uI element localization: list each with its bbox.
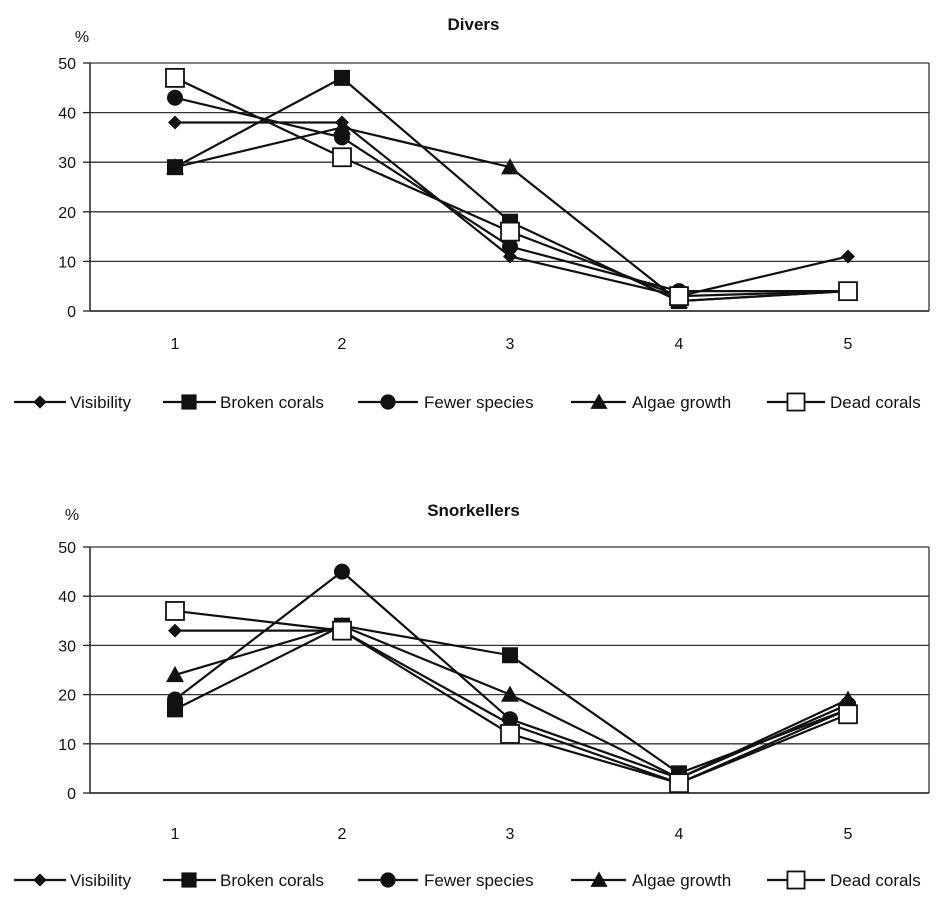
legend-marker-dead-corals [786,870,806,890]
data-point-fewer-species [502,238,518,255]
x-tick-label: 5 [844,336,853,353]
data-point-algae-growth [501,158,519,175]
data-point-algae-growth [166,158,184,175]
y-tick-label: 20 [58,205,76,222]
legend-label: Fewer species [424,871,534,890]
x-tick-label: 2 [338,336,347,353]
data-point-visibility [168,115,182,130]
y-tick-label: 40 [58,106,76,123]
data-point-broken-corals [502,647,518,664]
data-point-algae-growth [839,690,857,707]
data-point-dead-corals [500,724,520,744]
data-point-dead-corals [500,221,520,242]
series-line-broken-corals [174,76,849,303]
x-tick-label: 1 [171,336,180,353]
y-tick-label: 50 [58,540,76,557]
legend-marker-fewer-species [380,872,396,888]
legend-label: Algae growth [632,393,731,412]
data-point-visibility [841,249,855,264]
y-axis-label: % [75,29,89,46]
legend-marker-visibility [33,873,47,887]
data-point-dead-corals [838,281,858,302]
data-point-dead-corals [332,147,352,168]
legend-marker-dead-corals [786,392,806,412]
y-tick-label: 40 [58,589,76,606]
data-point-dead-corals [838,704,858,725]
y-tick-label: 50 [58,56,76,73]
chart-panel-1: Divers% 0 10 20 30 40 50 1 2 3 4 5 Visibility Broken … [14,15,930,412]
y-tick-label: 10 [58,254,76,271]
series-line-dead-corals [174,76,849,298]
y-tick-label: 10 [58,737,76,754]
chart-title: Divers [448,15,500,34]
x-tick-label: 5 [844,826,853,843]
legend-label: Visibility [70,871,132,890]
data-point-dead-corals [332,620,352,641]
data-point-algae-growth [166,665,184,683]
legend-label: Dead corals [830,393,921,412]
x-tick-label: 1 [171,826,180,843]
legend-label: Broken corals [220,393,324,412]
legend-label: Dead corals [830,871,921,890]
series-line-visibility [175,121,849,298]
data-point-dead-corals [669,286,689,307]
data-point-algae-growth [333,118,351,135]
data-point-visibility [168,623,182,638]
legend-marker-algae-growth [590,871,608,887]
legend: Visibility Broken corals Fewer species Alga… [14,870,921,890]
data-point-fewer-species [167,691,183,708]
x-tick-label: 4 [675,336,684,353]
data-point-dead-corals [165,67,185,88]
legend-marker-broken-corals [181,872,197,888]
legend-marker-visibility [33,395,47,409]
data-point-dead-corals [669,773,689,794]
legend: Visibility Broken corals Fewer species Alga… [14,392,921,412]
data-point-fewer-species [167,89,183,106]
legend-label: Broken corals [220,871,324,890]
x-tick-label: 4 [675,826,684,843]
legend-label: Fewer species [424,393,534,412]
x-tick-label: 3 [506,336,515,353]
legend-marker-algae-growth [590,393,608,409]
x-tick-label: 3 [506,826,515,843]
chart-title: Snorkellers [427,501,520,520]
data-point-fewer-species [502,711,518,728]
data-point-fewer-species [334,563,350,580]
data-point-dead-corals [165,601,185,621]
legend-label: Algae growth [632,871,731,890]
legend-marker-broken-corals [181,394,197,410]
y-axis-label: % [65,507,79,524]
y-tick-label: 20 [58,688,76,705]
y-tick-label: 30 [58,155,76,172]
x-tick-label: 2 [338,826,347,843]
y-tick-label: 0 [67,786,76,803]
y-tick-label: 0 [67,304,76,321]
legend-marker-fewer-species [380,394,396,410]
chart-panel-2: Snorkellers% 0 10 20 30 40 50 1 2 3 4 5 Visibility Br… [14,501,930,890]
data-point-algae-growth [501,685,519,702]
legend-label: Visibility [70,393,132,412]
data-point-broken-corals [334,69,350,86]
y-tick-label: 30 [58,638,76,655]
